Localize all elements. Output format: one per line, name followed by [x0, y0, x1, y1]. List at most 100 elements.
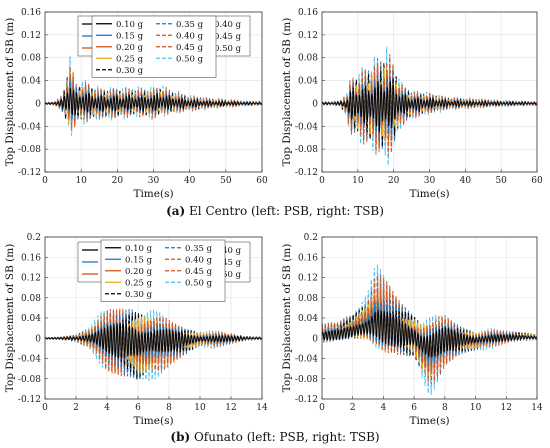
series-line [322, 309, 537, 359]
chart-el-centro-tsb: 0.160.120.080.040-0.04-0.08-0.120 10 20 30 4… [91, 8, 543, 200]
tick-label-y: -0.04 [295, 122, 318, 132]
tick-label-x: 12 [501, 403, 512, 413]
legend-label: 0.40 g [185, 255, 213, 265]
legend-box [100, 239, 226, 302]
legend-label: 0.25 g [125, 278, 153, 288]
caption-tag-a: (a) [166, 204, 186, 218]
tick-label-x: 60 [531, 176, 543, 186]
tick-label-y: -0.04 [18, 122, 41, 132]
x-axis-label: Time(s) [133, 415, 173, 427]
tick-label-x: 4 [381, 403, 387, 413]
tick-label-x: 2 [73, 403, 79, 413]
tick-label-y: 0.08 [21, 294, 41, 304]
tick-label-x: 40 [184, 176, 196, 186]
legend-label: 0.25 g [116, 54, 144, 64]
tick-label-y: 0.08 [21, 54, 41, 64]
tick-label-y: -0.12 [295, 168, 318, 178]
tick-label-y: 0.16 [21, 8, 41, 18]
tick-label-y: 0 [312, 99, 318, 109]
tick-label-x: 8 [166, 403, 172, 413]
tick-label-x: 6 [411, 403, 417, 413]
y-axis-label: Top Displacement of SB (m) [4, 244, 16, 393]
legend-label: 0.45 g [185, 267, 213, 277]
tick-label-y: 0.12 [21, 274, 41, 284]
tick-label-y: -0.08 [18, 145, 41, 155]
tick-label-y: 0.2 [27, 233, 41, 243]
axis-frame [44, 11, 263, 173]
tick-label-x: 60 [256, 176, 268, 186]
tick-label-y: 0.12 [298, 31, 318, 41]
tick-label-x: 0 [42, 176, 48, 186]
tick-label-y: -0.12 [18, 168, 41, 178]
legend-label: 0.50 g [185, 278, 213, 288]
series-group [45, 308, 262, 382]
tick-label-y: 0.04 [21, 77, 41, 87]
legend-label: 0.10 g [116, 20, 144, 30]
legend-label: 0.35 g [176, 20, 204, 30]
legend-label: 0.15 g [116, 31, 144, 41]
caption-text-b: Ofunato (left: PSB, right: TSB) [193, 430, 380, 444]
y-axis-label: Top Displacement of SB (m) [4, 18, 16, 167]
y-axis-label: Top Displacement of SB (m) [281, 244, 293, 393]
tick-label-y: 0.16 [298, 8, 318, 18]
legend-label: 0.35 g [185, 244, 213, 254]
tick-label-x: 2 [350, 403, 356, 413]
legend-label: 0.45 g [214, 258, 242, 268]
series-group [45, 55, 262, 136]
tick-label-y: 0.04 [298, 77, 318, 87]
tick-label-y: 0.08 [298, 54, 318, 64]
tick-label-x: 14 [531, 403, 543, 413]
tick-label-x: 0 [319, 176, 325, 186]
tick-label-y: 0.12 [298, 274, 318, 284]
legend: 0.10 g 0.35 g 0.15 g 0.40 g 0.20 g 0.45 g 0.25… [91, 15, 217, 78]
tick-label-y: 0 [312, 334, 318, 344]
tick-label-x: 0 [42, 403, 48, 413]
legend-label: 0.30 g [116, 66, 144, 76]
legend-label: 0.40 g [214, 20, 242, 30]
caption-text-a: El Centro (left: PSB, right: TSB) [189, 204, 384, 218]
legend-label: 0.40 g [214, 246, 242, 256]
legend-label: 0.20 g [125, 267, 153, 277]
tick-label-y: -0.08 [18, 375, 41, 385]
legend-label: 0.20 g [116, 43, 144, 53]
tick-label-y: -0.08 [295, 375, 318, 385]
tick-label-y: 0.04 [21, 314, 41, 324]
legend-label: 0.30 g [125, 290, 153, 300]
series-group [322, 264, 537, 396]
tick-label-x: 8 [442, 403, 448, 413]
caption-tag-b: (b) [170, 430, 191, 444]
legend-label: 0.10 g [125, 244, 153, 254]
tick-label-y: -0.04 [18, 355, 41, 365]
caption-ofunato: (b) Ofunato (left: PSB, right: TSB) [0, 430, 550, 444]
tick-label-y: 0 [35, 334, 41, 344]
y-axis-label: Top Displacement of SB (m) [281, 18, 293, 167]
tick-label-y: -0.08 [295, 145, 318, 155]
tick-label-y: -0.04 [295, 355, 318, 365]
tick-label-x: 30 [148, 176, 160, 186]
series-line [45, 88, 262, 116]
tick-label-y: 0.2 [304, 233, 318, 243]
series-line [322, 80, 537, 129]
tick-label-y: 0.16 [298, 253, 318, 263]
series-line [45, 322, 262, 358]
tick-label-y: 0 [35, 99, 41, 109]
tick-label-y: 0.04 [298, 314, 318, 324]
legend-box [91, 15, 217, 78]
tick-label-x: 10 [470, 403, 482, 413]
legend-label: 0.50 g [176, 54, 204, 64]
tick-label-x: 50 [220, 176, 232, 186]
axis-frame [321, 11, 538, 173]
tick-label-y: -0.12 [295, 395, 318, 405]
legend-label: 0.50 g [214, 270, 242, 280]
tick-label-y: 0.08 [298, 294, 318, 304]
tick-label-x: 12 [225, 403, 236, 413]
x-axis-label: Time(s) [409, 188, 449, 200]
legend-label: 0.50 g [214, 44, 242, 54]
tick-label-x: 6 [135, 403, 141, 413]
tick-label-x: 10 [75, 176, 87, 186]
series-group [322, 46, 537, 166]
tick-label-x: 30 [424, 176, 436, 186]
tick-label-x: 4 [104, 403, 110, 413]
tick-label-x: 10 [194, 403, 206, 413]
